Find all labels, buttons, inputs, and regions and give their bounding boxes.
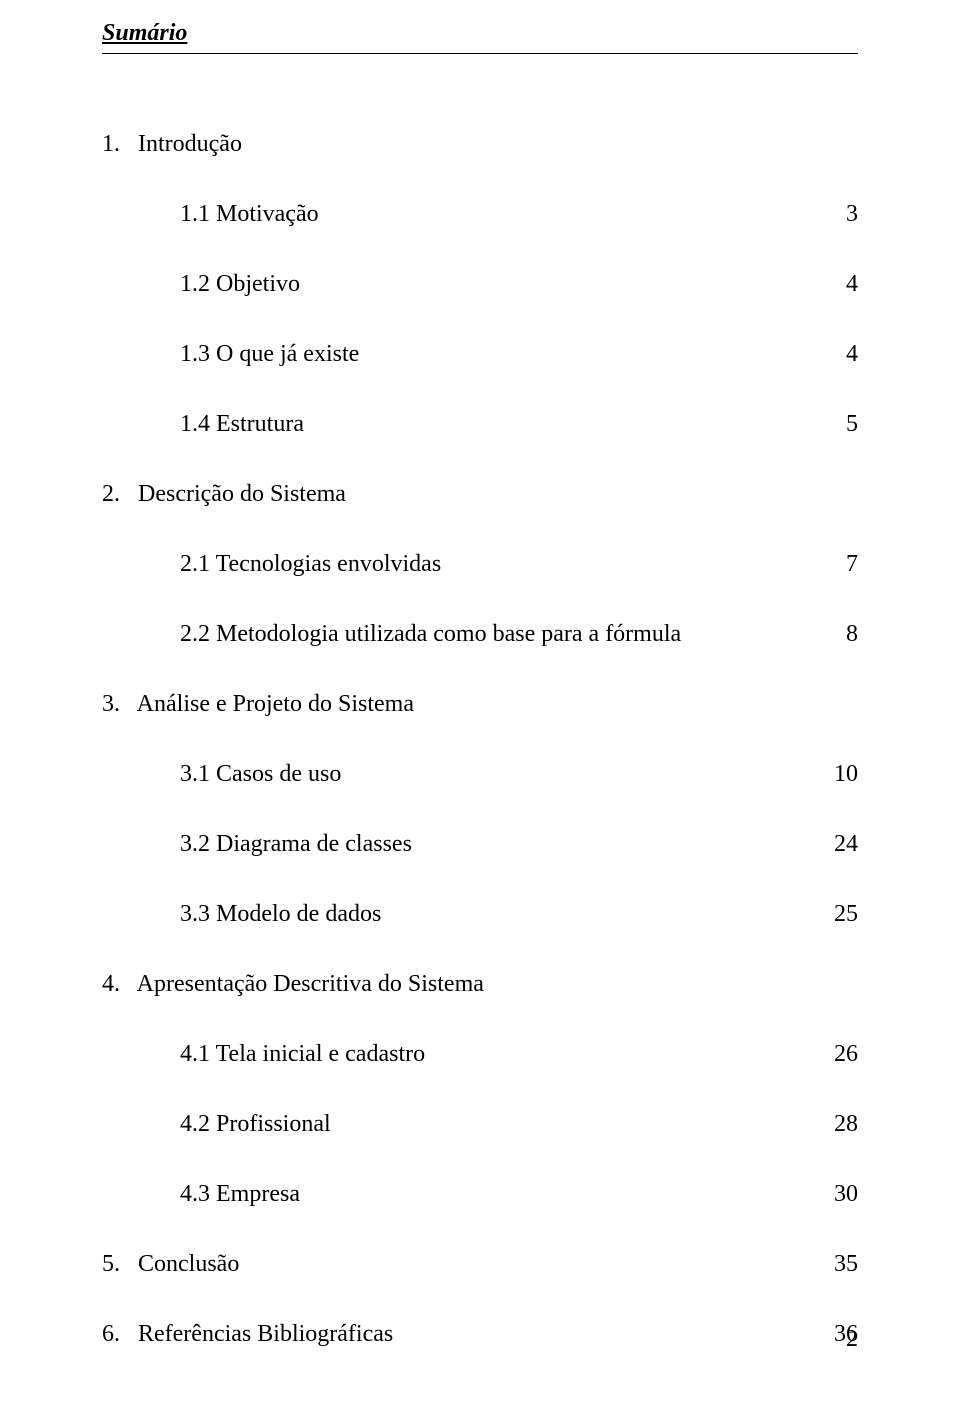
toc-label: 2.2 Metodologia utilizada como base para… — [102, 622, 681, 646]
toc-row: 4.1 Tela inicial e cadastro 26 — [102, 1042, 858, 1066]
toc-row: 3. Análise e Projeto do Sistema — [102, 692, 858, 716]
toc-page: 35 — [818, 1252, 858, 1276]
toc-row: 3.2 Diagrama de classes 24 — [102, 832, 858, 856]
toc-row: 5. Conclusão 35 — [102, 1252, 858, 1276]
toc-page: 3 — [818, 202, 858, 226]
spacer — [102, 436, 858, 482]
spacer — [102, 296, 858, 342]
title-rule — [102, 53, 858, 54]
page-title: Sumário — [102, 20, 858, 47]
toc-row: 4. Apresentação Descritiva do Sistema — [102, 972, 858, 996]
footer-page-number: 2 — [846, 1326, 858, 1353]
toc-label: 1.4 Estrutura — [102, 412, 304, 436]
toc-page: 30 — [818, 1182, 858, 1206]
spacer — [102, 506, 858, 552]
toc-page: 10 — [818, 762, 858, 786]
spacer — [102, 856, 858, 902]
toc-label: 3.1 Casos de uso — [102, 762, 341, 786]
toc-label: 6. Referências Bibliográficas — [102, 1322, 393, 1346]
toc-row: 1. Introdução — [102, 132, 858, 156]
toc-row: 2. Descrição do Sistema — [102, 482, 858, 506]
toc-label: 4.2 Profissional — [102, 1112, 331, 1136]
toc-label: 4.1 Tela inicial e cadastro — [102, 1042, 425, 1066]
toc-row: 2.2 Metodologia utilizada como base para… — [102, 622, 858, 646]
toc-label: 2.1 Tecnologias envolvidas — [102, 552, 441, 576]
toc-row: 4.2 Profissional 28 — [102, 1112, 858, 1136]
toc-row: 2.1 Tecnologias envolvidas 7 — [102, 552, 858, 576]
toc-row: 3.3 Modelo de dados 25 — [102, 902, 858, 926]
toc-label: 5. Conclusão — [102, 1252, 239, 1276]
toc-page: 7 — [818, 552, 858, 576]
toc-label: 3.2 Diagrama de classes — [102, 832, 412, 856]
toc-row: 6. Referências Bibliográficas 36 — [102, 1322, 858, 1346]
spacer — [102, 1276, 858, 1322]
toc-row: 4.3 Empresa 30 — [102, 1182, 858, 1206]
toc-page: 4 — [818, 342, 858, 366]
spacer — [102, 1206, 858, 1252]
toc-page: 8 — [818, 622, 858, 646]
spacer — [102, 646, 858, 692]
toc-label: 4.3 Empresa — [102, 1182, 300, 1206]
toc-page: 4 — [818, 272, 858, 296]
toc-label: 1. Introdução — [102, 132, 242, 156]
page: Sumário 1. Introdução 1.1 Motivação 3 1.… — [0, 0, 960, 1407]
toc-page: 28 — [818, 1112, 858, 1136]
toc-label: 1.3 O que já existe — [102, 342, 359, 366]
toc: 1. Introdução 1.1 Motivação 3 1.2 Objeti… — [102, 132, 858, 1346]
toc-label: 3. Análise e Projeto do Sistema — [102, 692, 414, 716]
toc-row: 1.3 O que já existe 4 — [102, 342, 858, 366]
spacer — [102, 366, 858, 412]
spacer — [102, 1066, 858, 1112]
spacer — [102, 716, 858, 762]
toc-label: 4. Apresentação Descritiva do Sistema — [102, 972, 484, 996]
spacer — [102, 226, 858, 272]
toc-row: 1.4 Estrutura 5 — [102, 412, 858, 436]
spacer — [102, 156, 858, 202]
spacer — [102, 576, 858, 622]
toc-label: 3.3 Modelo de dados — [102, 902, 381, 926]
spacer — [102, 926, 858, 972]
toc-row: 1.2 Objetivo 4 — [102, 272, 858, 296]
toc-row: 1.1 Motivação 3 — [102, 202, 858, 226]
toc-page: 26 — [818, 1042, 858, 1066]
spacer — [102, 1136, 858, 1182]
toc-page: 5 — [818, 412, 858, 436]
toc-label: 2. Descrição do Sistema — [102, 482, 346, 506]
spacer — [102, 786, 858, 832]
toc-page: 24 — [818, 832, 858, 856]
toc-label: 1.2 Objetivo — [102, 272, 300, 296]
toc-row: 3.1 Casos de uso 10 — [102, 762, 858, 786]
spacer — [102, 996, 858, 1042]
toc-page: 25 — [818, 902, 858, 926]
toc-label: 1.1 Motivação — [102, 202, 319, 226]
